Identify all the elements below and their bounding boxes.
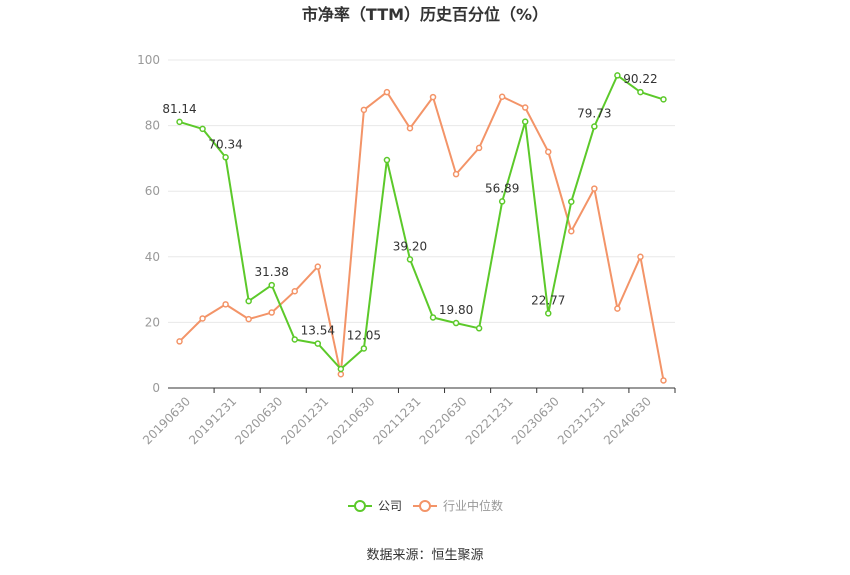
data-point-company [360,345,368,352]
data-point-company [475,325,483,332]
x-tick-label: 20230630 [509,394,562,447]
data-point-industry [521,104,529,111]
data-point-industry [568,227,575,235]
data-point-company [568,198,575,205]
grid-lines [168,59,675,323]
data-label: 81.14 [162,102,196,116]
legend-item-industry[interactable]: 行业中位数 [413,498,503,513]
x-tick-label: 20191231 [186,394,239,447]
x-tick-label: 20240630 [601,394,654,447]
legend-company-label: 公司 [378,499,402,513]
data-point-company [314,340,322,347]
legend-industry-label: 行业中位数 [443,498,503,513]
data-point-company [199,125,206,133]
x-axis: 2019063020191231202006302020123120210630… [140,387,676,447]
data-point-industry [475,144,483,152]
x-tick-label: 20200630 [232,394,285,447]
data-point-company [452,319,460,327]
data-label: 19.80 [439,303,473,317]
data-label: 79.73 [577,106,611,120]
data-point-company [245,297,252,305]
data-point-company [660,96,667,103]
data-point-industry [591,185,598,192]
x-tick-label: 20221231 [463,394,516,447]
data-point-company [406,256,414,263]
x-tick-label: 20190630 [140,394,193,447]
y-tick-label: 60 [145,184,160,198]
legend-item-company[interactable]: 公司 [348,499,402,513]
data-point-industry [337,370,345,378]
data-point-company [222,154,229,161]
data-point-industry [291,287,298,295]
data-labels: 81.14 70.34 31.38 13.54 12.05 39.20 19.80 56.89… [162,72,657,342]
data-point-industry [176,338,183,345]
y-tick-label: 0 [152,381,160,395]
x-tick-label: 20210630 [324,394,377,447]
data-point-industry [452,170,460,178]
series-line-company [179,74,664,370]
data-point-company [337,365,345,373]
data-label: 39.20 [393,239,427,253]
data-label: 56.89 [485,181,519,195]
data-point-company [637,88,644,96]
series-group [176,72,667,384]
x-tick-label: 20220630 [417,394,470,447]
data-point-company [176,118,183,126]
data-point-company [429,314,437,321]
data-point-industry [383,88,391,96]
legend-company-marker [354,500,366,512]
data-source: 数据来源：恒生聚源 [366,548,483,563]
data-point-company [498,198,506,205]
y-tick-label: 20 [145,315,160,329]
data-point-industry [245,315,252,323]
data-label: 70.34 [208,137,242,151]
data-point-industry [199,315,206,322]
data-point-industry [406,124,414,132]
chart-title: 市净率（TTM）历史百分位（%） [302,5,548,24]
data-point-company [291,336,298,343]
data-label: 90.22 [623,72,657,86]
data-point-industry [545,148,552,156]
series-line-industry [178,91,665,381]
x-tick-label: 20231231 [555,394,608,447]
data-point-industry [360,106,368,114]
data-label: 22.77 [531,293,565,307]
data-point-industry [660,377,667,384]
data-point-company [383,156,391,164]
data-label: 13.54 [301,324,335,338]
data-point-company [614,72,621,79]
y-tick-label: 40 [145,250,160,264]
y-axis: 0 20 40 60 80 100 [137,53,160,395]
data-point-industry [314,263,322,270]
data-point-industry [614,305,621,312]
data-point-company [521,118,529,125]
data-label: 31.38 [255,265,289,279]
legend-industry-marker [419,500,431,512]
data-point-industry [637,253,644,261]
data-point-company [591,123,598,130]
data-point-company [268,281,275,289]
data-label: 12.05 [347,328,381,342]
x-tick-label: 20211231 [371,394,424,447]
data-point-industry [222,301,229,308]
data-point-industry [268,309,275,316]
y-tick-label: 80 [145,119,160,133]
legend[interactable]: 公司 行业中位数 [348,498,503,513]
y-tick-label: 100 [137,53,160,67]
data-point-industry [498,93,506,100]
data-point-industry [429,93,437,101]
x-tick-label: 20201231 [278,394,331,447]
data-point-company [545,310,552,317]
